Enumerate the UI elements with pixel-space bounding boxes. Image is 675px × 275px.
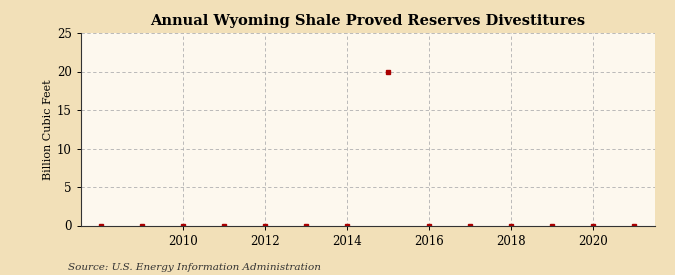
Text: Source: U.S. Energy Information Administration: Source: U.S. Energy Information Administ… [68,263,321,272]
Y-axis label: Billion Cubic Feet: Billion Cubic Feet [43,79,53,180]
Title: Annual Wyoming Shale Proved Reserves Divestitures: Annual Wyoming Shale Proved Reserves Div… [151,14,585,28]
